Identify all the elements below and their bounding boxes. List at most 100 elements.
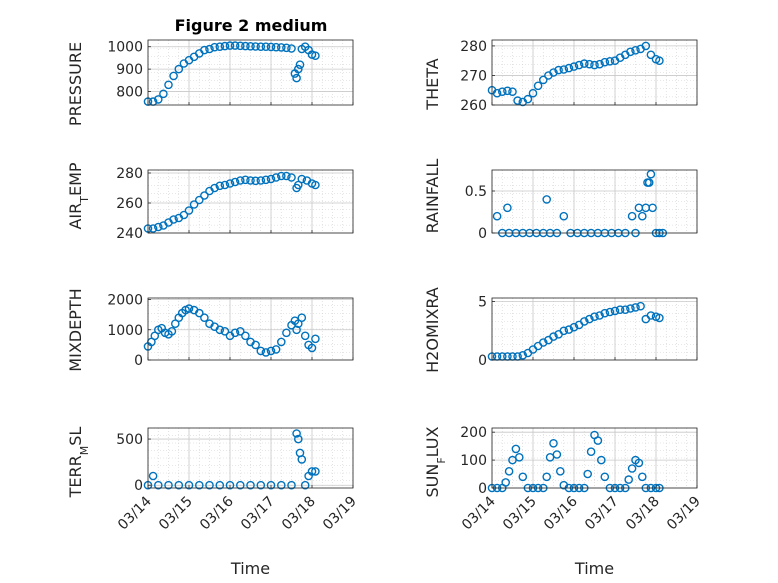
data-point [627,211,637,221]
data-point [200,191,209,200]
data-point [220,41,230,51]
data-point [215,325,225,335]
y-tick-label: 500 [116,432,143,448]
data-point [179,210,189,220]
y-axis-label: THETA [423,58,442,110]
data-point [585,314,594,324]
data-point [648,203,657,213]
data-point [542,195,552,204]
y-axis-label: H2OMIXRA [423,287,442,373]
data-point [590,312,599,322]
data-point [287,173,296,182]
subplot-mixdepth: 0 1000 2000 MIXDEPTH [66,288,354,372]
data-point [300,331,310,341]
data-point [282,171,291,181]
grid-lines [147,427,354,489]
data-point [164,80,173,90]
data-point [184,480,194,490]
data-point [311,334,320,344]
data-point [167,326,177,336]
y-tick-label: 260 [116,196,143,212]
axes-box [491,169,698,234]
data-point [153,480,163,490]
data-point [569,322,579,332]
data-point [528,88,538,98]
data-point [590,60,599,70]
x-tick-label: 03/16 [541,493,581,533]
x-axis-label: Time [230,559,270,578]
data-point [215,480,225,490]
data-point [515,452,524,462]
data-point [646,50,656,60]
data-point [271,42,281,52]
data-point [523,94,533,104]
subplot-pressure: 800 900 1000 PRESSURE [66,39,354,126]
data-point [292,73,301,83]
data-point [241,41,250,51]
data-point [292,325,301,335]
axes-box [147,427,354,489]
data-point [646,311,656,320]
data-point [564,325,574,334]
data-point [276,171,286,181]
y-tick-label: 200 [460,425,487,441]
y-axis-label: AIRTEMP [66,162,91,229]
data-point [225,41,235,50]
figure-title: Figure 2 medium [175,16,328,35]
data-point [580,59,589,68]
data-point [646,169,656,179]
subplot-air-temp: 240 260 280 AIRTEMP [66,162,354,242]
data-point [533,81,543,91]
data-point [564,63,574,73]
data-point [497,87,507,96]
data-point [610,306,620,316]
y-tick-label: 0 [478,481,487,497]
data-point [230,41,240,50]
data-point [508,87,517,96]
data-point [184,206,194,215]
data-point [225,179,235,188]
x-tick-label: 03/19 [664,494,704,534]
data-point [295,60,305,69]
axes-box [491,39,698,106]
data-point [251,340,260,350]
data-point [235,480,245,490]
y-tick-label: 0.5 [465,184,487,200]
y-tick-label: 280 [460,39,487,55]
data-point [626,304,635,313]
data-point [492,211,502,221]
data-point [153,222,163,232]
data-point [600,472,610,482]
data-markers [487,301,664,361]
data-point [276,480,286,490]
data-point [627,464,637,473]
data-markers [487,41,664,107]
y-axis-label: TERRMSL [66,427,91,499]
y-tick-label: 0 [134,353,143,369]
data-point [230,177,240,187]
x-tick-label: 03/18 [279,494,319,534]
data-point [148,471,158,481]
data-point [300,480,310,490]
axes-box [147,39,354,106]
data-point [220,180,230,190]
data-point [559,326,569,336]
data-point [539,338,548,347]
data-point [194,480,204,490]
data-point [276,43,286,52]
data-point [556,466,565,476]
x-tick-label: 03/19 [320,494,360,534]
data-point [169,215,178,224]
y-tick-label: 800 [116,85,143,101]
x-axis-label: Time [574,559,614,578]
data-point [511,444,521,454]
x-tick-label: 03/14 [115,493,155,533]
data-point [593,436,603,445]
data-point [615,305,625,315]
data-point [554,65,563,75]
data-point [266,174,276,184]
x-tick-label: 03/15 [500,494,540,534]
y-axis-label: RAINFALL [423,159,442,234]
data-point [256,176,266,185]
data-point [210,183,219,193]
